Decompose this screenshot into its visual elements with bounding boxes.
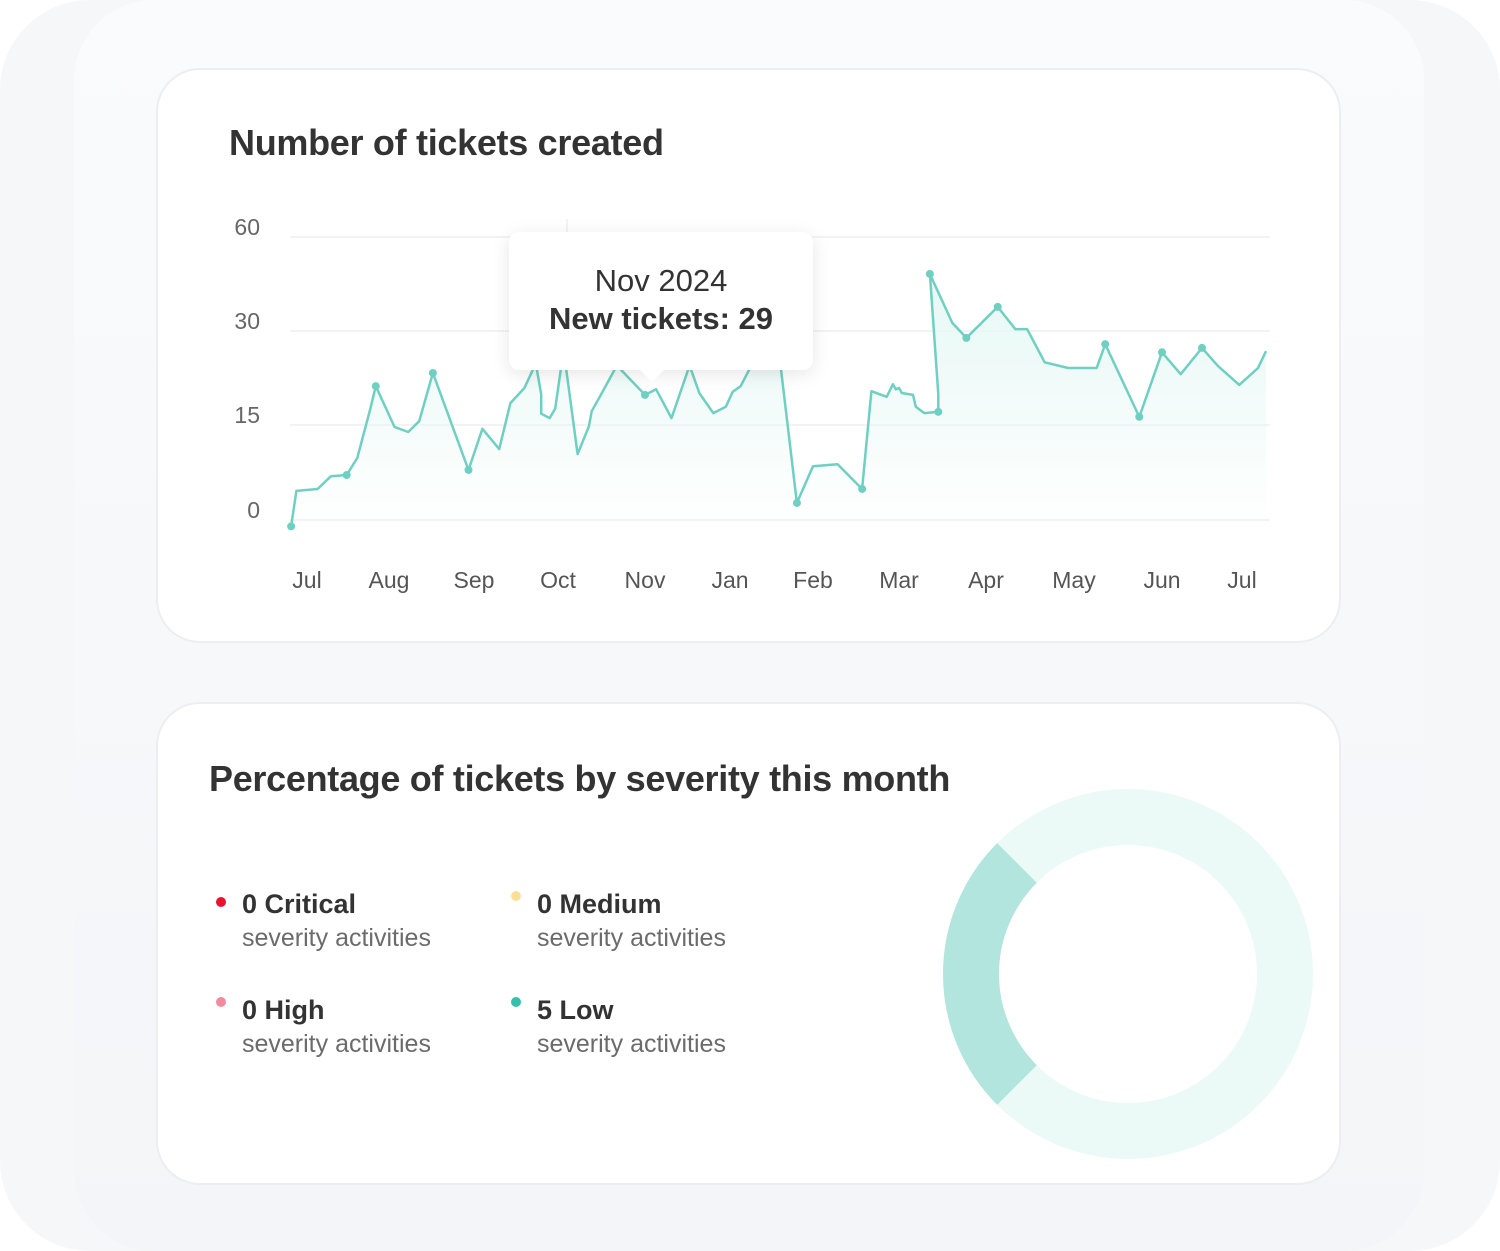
high-dot-icon	[216, 997, 226, 1007]
critical-count: 0 Critical	[242, 889, 357, 919]
y-tick-label: 60	[234, 214, 260, 240]
data-point-marker[interactable]	[342, 471, 351, 480]
legend-item-medium: 0 Medium severity activities	[511, 889, 726, 953]
x-tick-label: Apr	[968, 567, 1004, 593]
data-point-marker[interactable]	[925, 269, 934, 278]
high-count: 0 High	[242, 995, 325, 1025]
legend-item-high: 0 High severity activities	[216, 995, 431, 1059]
data-point-marker[interactable]	[287, 522, 296, 531]
data-point-marker[interactable]	[858, 484, 867, 493]
x-tick-label: Jan	[711, 567, 748, 593]
medium-subtitle: severity activities	[537, 924, 726, 952]
tooltip-value: New tickets: 29	[549, 301, 773, 336]
low-count: 5 Low	[537, 995, 614, 1025]
data-point-marker[interactable]	[1198, 343, 1206, 352]
x-tick-label: Jul	[1227, 567, 1256, 593]
legend-item-low: 5 Low severity activities	[511, 995, 726, 1059]
x-tick-label: Jun	[1143, 567, 1180, 593]
tickets-created-card: Number of tickets created 0 15 30 60 Jul Aug S…	[156, 68, 1341, 643]
data-point-marker[interactable]	[962, 333, 971, 342]
data-point-marker[interactable]	[792, 498, 801, 507]
x-tick-label: Oct	[540, 567, 576, 593]
data-point-marker[interactable]	[934, 407, 943, 416]
severity-card: Percentage of tickets by severity this m…	[156, 702, 1341, 1185]
critical-subtitle: severity activities	[242, 924, 431, 952]
x-tick-label: May	[1052, 567, 1096, 593]
data-point-marker[interactable]	[1101, 340, 1110, 349]
legend-item-critical: 0 Critical severity activities	[216, 889, 431, 953]
donut-segment-low[interactable]	[943, 843, 1038, 1105]
x-tick-label: Aug	[369, 567, 410, 593]
severity-donut-chart[interactable]	[942, 788, 1314, 1160]
severity-chart-title: Percentage of tickets by severity this m…	[209, 758, 951, 799]
high-subtitle: severity activities	[242, 1030, 431, 1058]
y-tick-label: 0	[247, 497, 260, 523]
data-point-marker[interactable]	[1135, 412, 1144, 421]
data-point-marker[interactable]	[1158, 348, 1166, 357]
x-tick-label: Sep	[454, 567, 495, 593]
x-tick-label: Nov	[625, 567, 666, 593]
x-tick-label: Jul	[292, 567, 321, 593]
tooltip-date: Nov 2024	[594, 263, 728, 298]
data-point-marker[interactable]	[428, 368, 437, 377]
tickets-line-chart[interactable]: 0 15 30 60 Jul Aug Sep Oct Nov Jan Feb Mar Apr May Jun…	[158, 70, 1343, 645]
data-point-marker[interactable]	[641, 390, 649, 399]
area-fill	[291, 274, 1267, 527]
chart-tooltip: Nov 2024 New tickets: 29	[509, 232, 813, 382]
low-dot-icon	[511, 997, 521, 1007]
data-point-marker[interactable]	[993, 302, 1002, 311]
low-subtitle: severity activities	[537, 1030, 726, 1058]
y-tick-label: 15	[234, 402, 260, 428]
medium-count: 0 Medium	[537, 889, 662, 919]
medium-dot-icon	[511, 891, 521, 901]
data-point-marker[interactable]	[464, 465, 473, 474]
tickets-chart-title: Number of tickets created	[229, 122, 664, 163]
x-tick-label: Feb	[793, 567, 833, 593]
y-tick-label: 30	[234, 308, 260, 334]
x-tick-label: Mar	[879, 567, 919, 593]
critical-dot-icon	[216, 897, 226, 907]
data-point-marker[interactable]	[371, 382, 380, 391]
